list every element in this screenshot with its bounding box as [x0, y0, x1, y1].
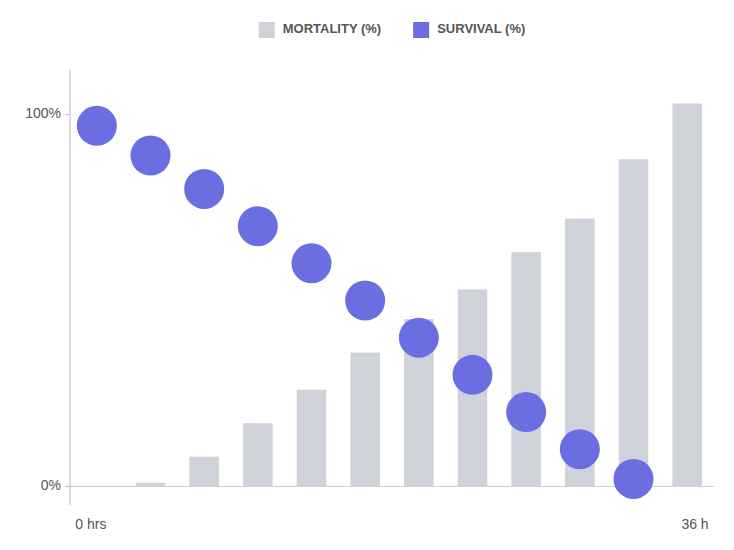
x-tick-label: 36 h [681, 516, 708, 532]
plot-area [77, 103, 702, 499]
series-bar [136, 103, 702, 486]
bar [511, 252, 541, 486]
x-tick-label: 0 hrs [75, 516, 106, 532]
legend-swatch [413, 22, 429, 38]
series-scatter [77, 106, 654, 499]
dot [77, 106, 117, 146]
bar [243, 423, 273, 486]
y-tick [65, 114, 70, 115]
y-tick-label: 0% [41, 477, 61, 493]
dot [399, 318, 439, 358]
legend-item: MORTALITY (%) [259, 21, 381, 38]
bar [136, 483, 166, 487]
bar [297, 390, 327, 487]
bar [189, 457, 219, 487]
background [0, 0, 734, 550]
legend: MORTALITY (%) SURVIVAL (%) [259, 21, 526, 38]
dot [292, 243, 332, 283]
y-axis-line [70, 70, 71, 505]
dot [560, 429, 600, 469]
legend-label: SURVIVAL (%) [437, 21, 525, 36]
legend-label: MORTALITY (%) [283, 21, 381, 36]
dot [506, 392, 546, 432]
dot [131, 136, 171, 176]
bar [350, 353, 380, 487]
y-tick [65, 486, 70, 487]
dot [345, 281, 385, 321]
chart: 0% 100% 0 hrs 36 h MORTALITY (%) SURVIVAL (%) [0, 0, 734, 550]
dot [453, 355, 493, 395]
bar [619, 159, 649, 486]
legend-swatch [259, 22, 275, 38]
y-tick-label: 100% [25, 105, 61, 121]
dot [614, 459, 654, 499]
bar [672, 103, 702, 486]
legend-item: SURVIVAL (%) [413, 21, 525, 38]
dot [184, 169, 224, 209]
dot [238, 206, 278, 246]
